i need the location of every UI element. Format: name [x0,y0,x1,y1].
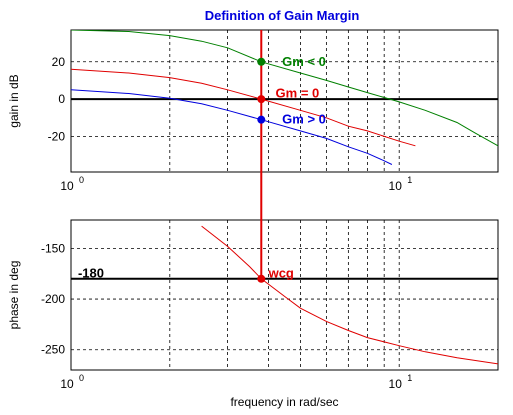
y-tick-label: -200 [41,292,65,306]
data-marker [257,115,266,124]
y-tick-label: 20 [52,55,66,69]
x-tick-label: 10 [389,179,403,193]
data-marker [257,95,266,104]
gain-frame [70,29,499,173]
x-tick-exponent: 0 [79,175,84,185]
x-tick-label: 10 [60,179,74,193]
phase-series [201,225,498,365]
x-axis-label: frequency in rad/sec [230,395,338,409]
y-axis-label: phase in deg [7,261,21,330]
data-marker [257,57,266,66]
phase-axes: -250 -200 -150 10 0 10 1 phase in deg frequency … [7,219,499,409]
series-line [71,68,416,147]
x-tick-exponent: 1 [407,373,412,383]
annotation-label: Gm > 0 [282,112,326,127]
gain-axes: -20 0 20 10 0 10 1 gain in dB [7,29,499,193]
y-tick-label: -150 [41,241,65,255]
y-tick-label: 0 [58,92,65,106]
y-tick-label: -250 [41,343,65,357]
y-tick-label: -20 [48,130,66,144]
phase-frame [70,219,499,371]
series-line [71,89,393,165]
x-tick-label: 10 [389,377,403,391]
annotation-label: -180 [78,266,104,281]
data-marker [257,274,266,283]
annotation-label: Gm < 0 [282,54,326,69]
x-tick-label: 10 [60,377,74,391]
x-tick-exponent: 0 [79,373,84,383]
annotation-label: Gm = 0 [276,86,320,101]
series-line [201,225,498,365]
series-line [71,30,498,147]
phase-grid [71,220,498,370]
y-axis-label: gain in dB [7,74,21,127]
gain-grid [71,30,498,172]
x-tick-exponent: 1 [407,175,412,185]
chart-title: Definition of Gain Margin [205,8,360,23]
gain-series [71,30,498,165]
annotation-label: wcg [268,266,294,281]
